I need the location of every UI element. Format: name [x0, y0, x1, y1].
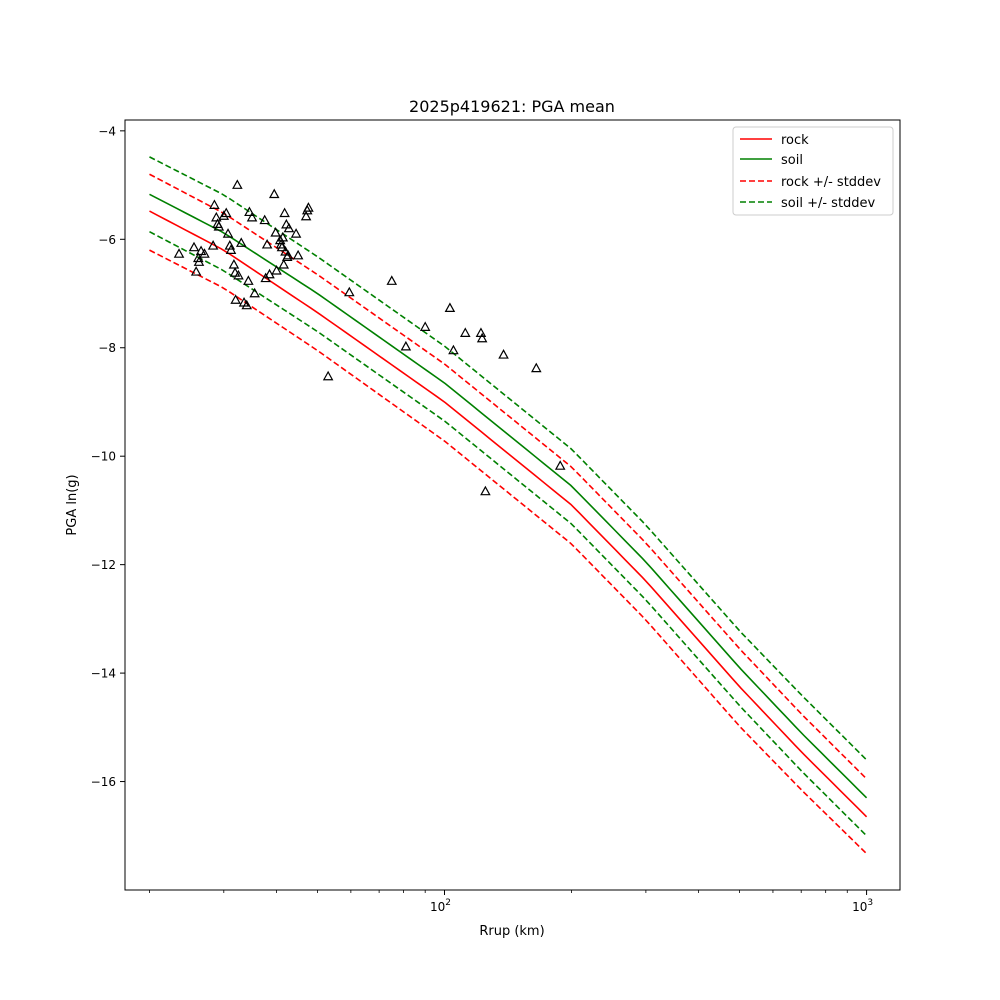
axes-frame	[124, 119, 901, 891]
observation-point	[271, 265, 282, 275]
series-rock-stddev-line	[149, 249, 868, 855]
observation-point	[261, 238, 273, 249]
observation-point	[459, 327, 471, 337]
observation-point	[209, 199, 220, 209]
y-tick-label: −14	[91, 667, 116, 681]
observation-point	[290, 228, 302, 238]
legend-box	[732, 126, 894, 216]
legend: rock soil rock +/- stddev soil +/- stdde…	[732, 126, 894, 216]
observation-point	[283, 222, 295, 233]
y-axis: −4 −6 −8 −10 −12 −14 −16	[91, 124, 125, 789]
y-tick-label: −10	[91, 450, 116, 464]
observation-point	[218, 210, 230, 220]
y-tick-label: −16	[91, 775, 116, 789]
observation-point	[498, 349, 509, 359]
observation-point	[277, 231, 289, 242]
y-tick-label: −6	[98, 233, 116, 247]
observation-point	[292, 249, 304, 260]
observation-point	[270, 227, 281, 237]
observation-point	[233, 269, 244, 280]
legend-label-soil: soil	[781, 153, 803, 168]
observation-point	[282, 249, 294, 260]
x-axis-label: Rrup (km)	[479, 924, 544, 939]
observation-point	[232, 179, 243, 189]
observation-point	[173, 248, 185, 258]
observation-point	[220, 207, 232, 218]
legend-label-rock: rock	[781, 133, 809, 148]
observation-point	[225, 244, 237, 254]
legend-label-rock-stddev: rock +/- stddev	[781, 175, 881, 190]
observation-point	[386, 275, 398, 285]
observation-point	[276, 241, 288, 252]
series-soil-stddev-line	[149, 156, 868, 761]
y-tick-label: −4	[98, 124, 116, 138]
observation-point	[274, 234, 286, 245]
observation-markers	[173, 179, 566, 496]
series-soil-line	[149, 193, 868, 799]
observation-point	[241, 299, 253, 310]
observation-point	[531, 362, 542, 373]
observation-point	[448, 344, 459, 355]
observation-point	[230, 294, 241, 304]
observation-point	[480, 485, 491, 496]
observation-point	[554, 460, 566, 470]
observation-point	[303, 202, 314, 212]
observation-point	[400, 340, 412, 351]
observation-point	[278, 259, 290, 269]
observation-point	[207, 240, 219, 250]
observation-point	[193, 256, 205, 266]
observation-point	[444, 302, 456, 312]
observation-point	[228, 259, 240, 269]
observation-point	[259, 214, 270, 225]
y-axis-label: PGA ln(g)	[65, 474, 80, 535]
observation-point	[190, 266, 202, 276]
observation-point	[268, 188, 280, 199]
observation-point	[476, 332, 488, 343]
observation-point	[243, 275, 254, 285]
legend-label-soil-stddev: soil +/- stddev	[781, 196, 876, 211]
y-tick-label: −12	[91, 558, 116, 572]
observation-point	[188, 241, 200, 252]
observation-point	[344, 286, 355, 297]
observation-point	[279, 207, 290, 218]
observation-point	[300, 210, 312, 221]
y-tick-label: −8	[98, 341, 116, 355]
observation-point	[419, 321, 431, 331]
observation-point	[322, 370, 334, 381]
observation-point	[213, 221, 225, 231]
observation-point	[244, 206, 255, 217]
observation-point	[246, 211, 258, 222]
observation-point	[235, 237, 247, 247]
observation-point	[222, 228, 234, 238]
observation-point	[199, 248, 210, 258]
observation-point	[224, 240, 236, 250]
chart-title: 2025p419621: PGA mean	[409, 97, 615, 116]
observation-point	[249, 287, 260, 298]
series-soil-stddev-line	[149, 230, 868, 837]
